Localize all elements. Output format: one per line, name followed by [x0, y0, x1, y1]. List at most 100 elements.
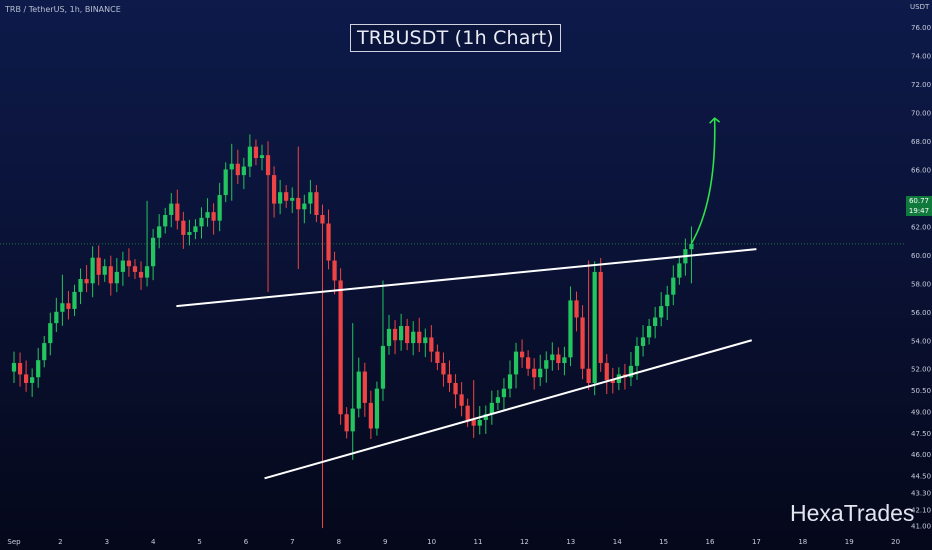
candle-body [36, 360, 41, 378]
candle-body [326, 223, 331, 261]
y-tick-label: 76.00 [911, 24, 931, 32]
y-tick-label: 56.00 [911, 309, 931, 317]
x-tick-label: 19 [845, 538, 854, 546]
candle-body [338, 280, 343, 415]
x-tick-label: 17 [752, 538, 761, 546]
candle-body [205, 212, 210, 218]
candle-body [66, 303, 71, 309]
candles [11, 134, 694, 529]
y-tick-label: 52.00 [911, 366, 931, 374]
candle-body [423, 337, 428, 344]
candle-body [144, 266, 150, 278]
candle-body [471, 419, 476, 426]
candle-body [532, 368, 537, 378]
candle-body [646, 326, 652, 338]
x-tick-label: 4 [151, 538, 156, 546]
y-tick-label: 70.00 [911, 109, 931, 117]
candle-body [665, 294, 670, 307]
y-tick-label: 68.00 [911, 138, 931, 146]
candle-body [386, 328, 392, 346]
candle-body [628, 365, 634, 378]
x-tick-label: 6 [244, 538, 249, 546]
candle-body [374, 388, 380, 429]
candle-body [271, 175, 277, 204]
candle-body [30, 377, 35, 383]
candle-body [108, 266, 113, 284]
x-tick-label: 5 [197, 538, 201, 546]
symbol-info: TRB / TetherUS, 1h, BINANCE [5, 5, 121, 14]
candle-body [302, 203, 307, 210]
candle-body [634, 345, 640, 366]
candle-body [495, 397, 501, 403]
candle-body [526, 357, 531, 369]
candle-body [417, 331, 422, 344]
y-tick-label: 60.00 [911, 252, 931, 260]
current-price-value: 60.77 [908, 197, 930, 205]
y-tick-label: 49.00 [911, 408, 931, 416]
candle-body [90, 257, 95, 284]
breakout-arrow [690, 118, 716, 244]
x-tick-label: 10 [427, 538, 436, 546]
x-tick-label: 11 [474, 538, 483, 546]
x-tick-label: 18 [798, 538, 807, 546]
candle-body [513, 351, 519, 375]
candle-body [223, 169, 228, 196]
candle-body [689, 243, 694, 250]
candle-body [241, 166, 246, 176]
candle-body [235, 163, 240, 176]
candle-body [501, 388, 507, 398]
candle-body [411, 331, 416, 344]
y-tick-label: 58.00 [911, 280, 931, 288]
candle-body [181, 220, 186, 235]
x-tick-label: 3 [105, 538, 109, 546]
candle-body [519, 351, 525, 358]
candle-body [253, 146, 259, 159]
y-tick-label: 54.00 [911, 337, 931, 345]
x-tick-label: 13 [566, 538, 575, 546]
candle-body [193, 226, 198, 233]
candle-body [138, 271, 144, 278]
candle-body [11, 363, 17, 372]
candle-body [586, 368, 591, 383]
candle-body [483, 414, 488, 420]
candle-body [544, 360, 549, 369]
y-tick-label: 74.00 [911, 53, 931, 61]
candle-body [48, 323, 53, 344]
x-tick-label: 14 [613, 538, 622, 546]
candle-body [362, 371, 367, 403]
y-tick-label: 43.30 [911, 490, 931, 498]
candle-body [610, 380, 615, 383]
candle-body [653, 317, 658, 327]
candle-body [132, 266, 138, 272]
watermark-logo: HexaTrades [790, 500, 915, 526]
candle-body [562, 357, 567, 364]
y-tick-label: 44.50 [911, 472, 931, 480]
candle-body [199, 217, 204, 227]
x-tick-label: 15 [659, 538, 668, 546]
candle-body [477, 419, 482, 426]
candle-body [435, 351, 440, 364]
candle-body [405, 326, 410, 344]
y-tick-label: 50.50 [911, 387, 931, 395]
y-axis: 76.0074.0072.0070.0068.0066.0064.0062.00… [911, 24, 931, 530]
candle-body [392, 328, 398, 341]
candle-body [332, 260, 337, 281]
candle-body [102, 266, 107, 275]
candle-body [574, 300, 579, 318]
chart-title: TRBUSDT (1h Chart) [350, 24, 561, 52]
current-price-tag: 60.77 19:47 [906, 196, 932, 216]
candle-body [350, 408, 355, 432]
x-axis: Sep 2 3 4 5 6 7 8 9 10 11 12 13 14 15 16 17 18 19 20 [7, 538, 900, 546]
candle-body [23, 374, 29, 383]
candle-body [217, 195, 222, 221]
candle-body [592, 271, 597, 383]
candle-body [296, 197, 301, 210]
candle-body [84, 279, 89, 284]
y-tick-label: 41.00 [911, 522, 931, 530]
candle-body [320, 214, 325, 224]
candle-body [120, 260, 125, 272]
candle-body [344, 414, 349, 432]
x-tick-label: 12 [520, 538, 529, 546]
candle-body [72, 291, 77, 309]
